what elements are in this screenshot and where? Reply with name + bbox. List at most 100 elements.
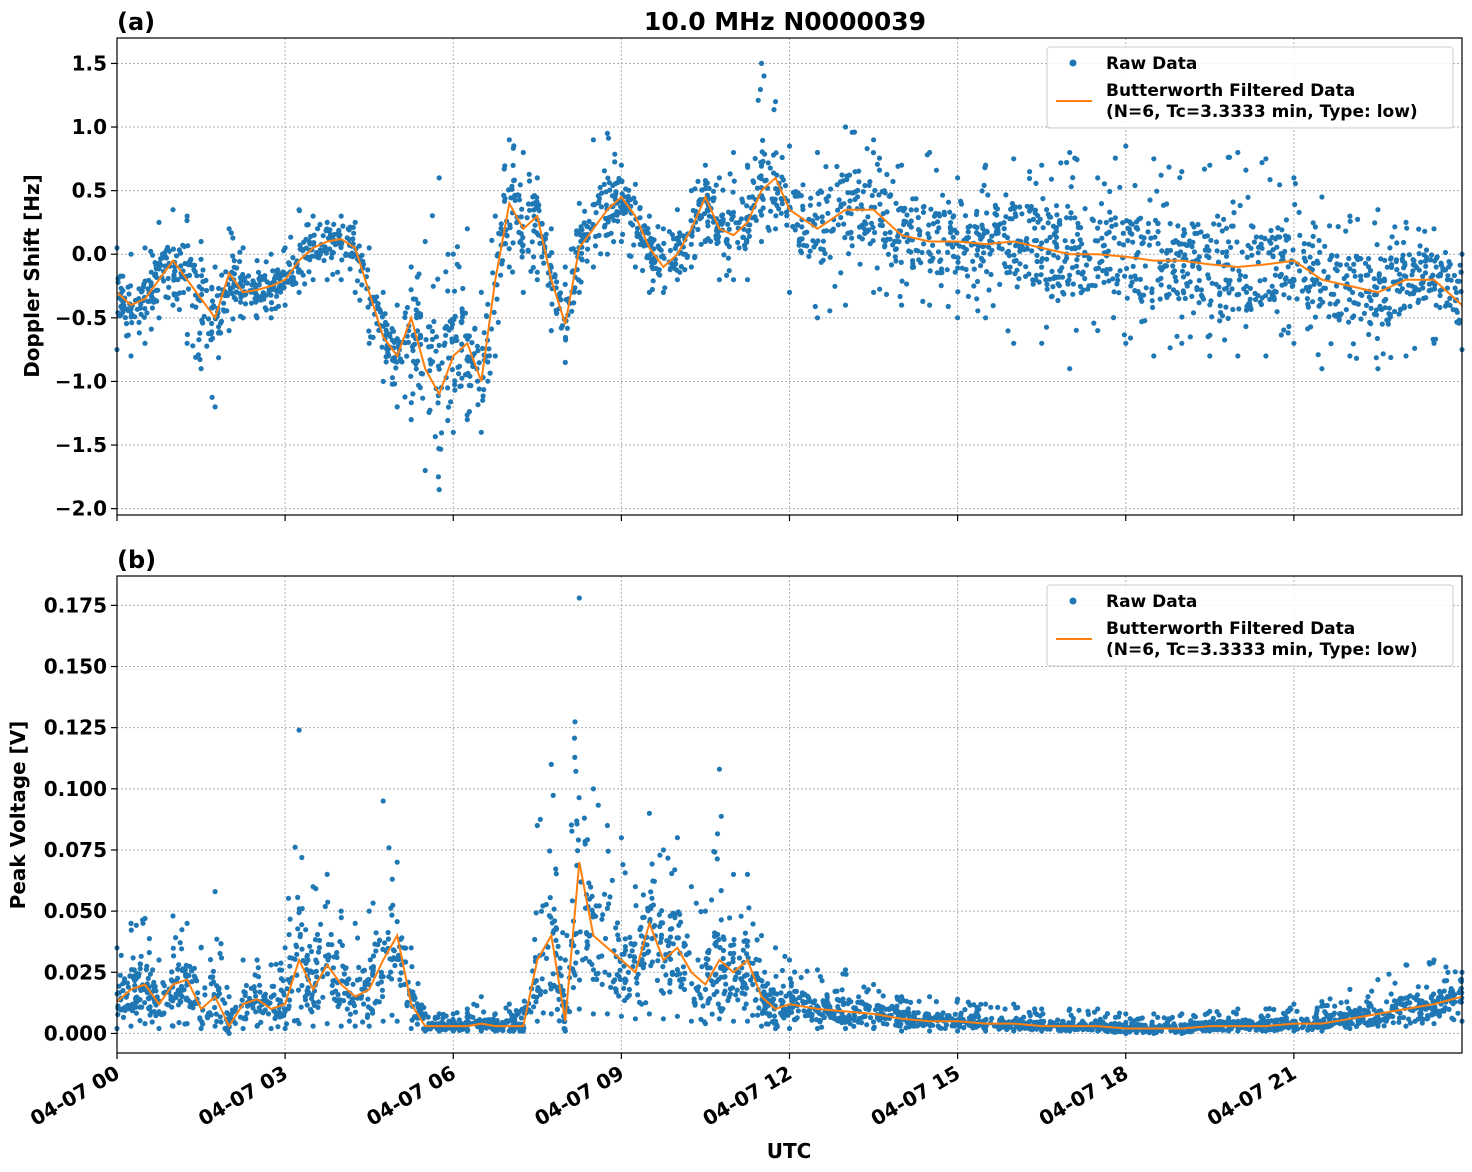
raw-data-point [173, 935, 179, 941]
raw-data-point [1443, 964, 1449, 970]
raw-data-point [1392, 224, 1398, 230]
raw-data-point [1305, 326, 1311, 332]
raw-data-point [558, 297, 564, 303]
raw-data-point [1069, 265, 1076, 271]
raw-data-point [1446, 264, 1452, 270]
raw-data-point [593, 903, 599, 909]
raw-data-point [768, 208, 774, 214]
raw-data-point [792, 227, 798, 233]
raw-data-point [548, 983, 554, 989]
raw-data-point [427, 368, 433, 374]
raw-data-point [728, 942, 734, 949]
raw-data-point [322, 903, 328, 910]
raw-data-point [682, 267, 688, 273]
raw-data-point [1418, 259, 1424, 265]
raw-data-point [365, 1012, 371, 1018]
raw-data-point [893, 238, 899, 244]
raw-data-point [1369, 988, 1375, 994]
raw-data-point [535, 205, 541, 211]
raw-data-point [230, 316, 236, 322]
raw-data-point [1384, 264, 1390, 270]
raw-data-point [137, 1018, 143, 1024]
raw-data-point [1151, 353, 1157, 359]
raw-data-point [1274, 309, 1280, 315]
raw-data-point [1444, 277, 1450, 283]
raw-data-point [893, 200, 899, 206]
raw-data-point [1351, 268, 1357, 274]
raw-data-point [394, 404, 400, 410]
raw-data-point [1234, 239, 1240, 245]
raw-data-point [913, 247, 919, 253]
raw-data-point [402, 394, 408, 400]
raw-data-point [415, 300, 421, 306]
raw-data-point [616, 175, 622, 182]
raw-data-point [1396, 311, 1402, 317]
raw-data-point [1109, 223, 1115, 229]
raw-data-point [274, 293, 280, 299]
raw-data-point [1301, 255, 1307, 261]
raw-data-point [1077, 237, 1083, 243]
raw-data-point [1100, 243, 1106, 249]
raw-data-point [1107, 266, 1113, 272]
raw-data-point [698, 995, 704, 1001]
raw-data-point [511, 143, 517, 149]
raw-data-point [699, 964, 705, 970]
raw-data-point [427, 407, 433, 413]
raw-data-point [1003, 192, 1009, 198]
raw-data-point [698, 241, 704, 247]
raw-data-point [277, 967, 283, 973]
raw-data-point [730, 189, 736, 195]
raw-data-point [601, 181, 607, 187]
raw-data-point [1263, 353, 1269, 359]
raw-data-point [1044, 281, 1050, 287]
raw-data-point [253, 295, 259, 302]
raw-data-point [654, 977, 661, 984]
raw-data-point [615, 218, 621, 224]
raw-data-point [908, 218, 914, 224]
raw-data-point [1159, 248, 1165, 254]
raw-data-point [897, 293, 903, 300]
raw-data-point [1148, 235, 1154, 241]
raw-data-point [1381, 298, 1387, 304]
raw-data-point [153, 988, 159, 994]
raw-data-point [1377, 305, 1383, 311]
raw-data-point [476, 386, 482, 392]
raw-data-point [1030, 281, 1036, 287]
raw-data-point [877, 286, 883, 292]
raw-data-point [299, 854, 305, 861]
raw-data-point [1277, 234, 1283, 240]
raw-data-point [1386, 971, 1392, 977]
raw-data-point [485, 378, 491, 384]
raw-data-point [351, 230, 357, 236]
raw-data-point [553, 925, 559, 932]
raw-data-point [1287, 278, 1293, 284]
raw-data-point [955, 259, 961, 265]
raw-data-point [1397, 307, 1404, 313]
raw-data-point [1361, 1007, 1367, 1013]
raw-data-point [305, 957, 311, 963]
raw-data-point [286, 932, 292, 938]
raw-data-point [327, 227, 333, 233]
raw-data-point [676, 922, 682, 928]
raw-data-point [389, 976, 395, 982]
raw-data-point [823, 164, 829, 170]
raw-data-point [298, 1004, 304, 1010]
raw-data-point [925, 231, 931, 237]
raw-data-point [443, 332, 449, 338]
raw-data-point [941, 209, 947, 215]
raw-data-point [866, 227, 872, 233]
raw-data-point [1146, 242, 1152, 248]
raw-data-point [1187, 279, 1193, 285]
raw-data-point [1189, 244, 1195, 250]
raw-data-point [436, 342, 442, 348]
raw-data-point [649, 861, 655, 867]
raw-data-point [766, 1011, 773, 1017]
raw-data-point [1358, 316, 1364, 322]
raw-data-point [1155, 220, 1161, 227]
raw-data-point [210, 968, 216, 974]
raw-data-point [148, 248, 154, 254]
raw-data-point [1365, 994, 1371, 1000]
raw-data-point [1157, 296, 1163, 302]
raw-data-point [762, 1006, 768, 1012]
raw-data-point [429, 328, 436, 334]
